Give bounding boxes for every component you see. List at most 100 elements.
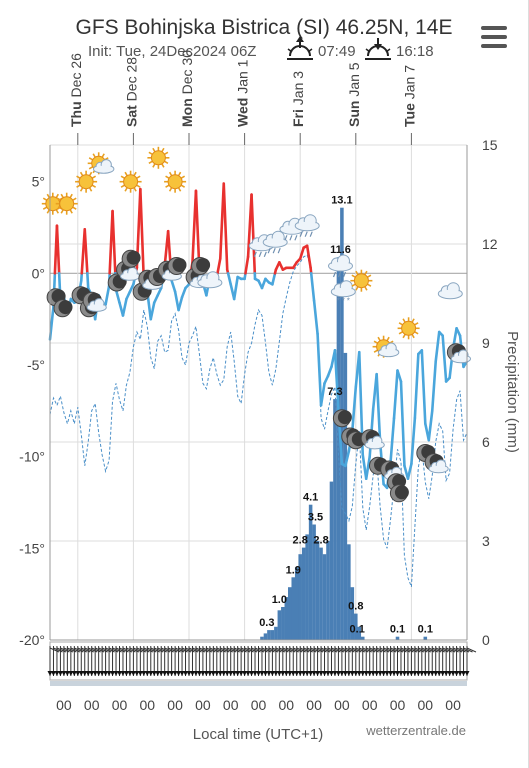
moon-icon bbox=[121, 249, 141, 268]
wind-barb-flag bbox=[435, 647, 445, 653]
wind-barb-arrow bbox=[196, 671, 202, 676]
temperature-segment bbox=[177, 295, 184, 312]
moon-icon bbox=[167, 257, 187, 275]
wind-barb-flag bbox=[105, 647, 115, 653]
wind-barb-flag bbox=[254, 647, 265, 653]
temperature-segment bbox=[128, 283, 135, 293]
wind-barb-arrow bbox=[339, 671, 345, 676]
hamburger-menu-icon[interactable] bbox=[481, 26, 507, 48]
sun-icon bbox=[397, 317, 420, 340]
wind-barb-arrow bbox=[123, 671, 129, 676]
wind-barb-arrow bbox=[322, 671, 328, 676]
wind-barb-flag bbox=[338, 647, 348, 653]
wind-barb-flag bbox=[143, 647, 154, 653]
temperature-segment bbox=[104, 284, 111, 306]
wind-barb-flag bbox=[167, 647, 178, 653]
wind-barb-flag bbox=[372, 647, 383, 653]
precip-bar bbox=[284, 597, 289, 640]
wind-barb-flag bbox=[230, 647, 240, 653]
wind-barb-arrow bbox=[183, 671, 189, 676]
wind-barb-flag bbox=[313, 647, 324, 653]
wind-barb-arrow bbox=[457, 671, 463, 676]
wind-barb-arrow bbox=[311, 671, 317, 676]
temperature-segment bbox=[83, 228, 89, 275]
cloud-icon bbox=[197, 271, 223, 289]
temperature-segment bbox=[152, 294, 160, 304]
wind-barb-flag bbox=[188, 647, 199, 653]
wind-barb-flag bbox=[237, 647, 247, 653]
wind-barb-arrow bbox=[89, 671, 95, 676]
wind-barb-arrow bbox=[422, 671, 428, 676]
wind-barb-flag bbox=[366, 647, 376, 653]
wind-barb-flag bbox=[407, 647, 418, 653]
wind-barb-arrow bbox=[256, 671, 261, 676]
wind-barb-arrow bbox=[141, 671, 147, 676]
cloud-rain-icon bbox=[328, 254, 353, 278]
wind-barb-flag bbox=[362, 647, 372, 653]
wind-barb-arrow bbox=[47, 671, 53, 676]
wind-barb-flag bbox=[53, 647, 63, 653]
temperature-segment bbox=[420, 349, 427, 425]
precip-value-label: 2.8 bbox=[293, 535, 308, 547]
wind-barb-flag bbox=[49, 647, 60, 653]
wind-barb-flag bbox=[466, 647, 477, 653]
wind-barb-arrow bbox=[280, 671, 286, 676]
wind-barb-arrow bbox=[134, 671, 140, 676]
wind-barb-arrow bbox=[137, 671, 143, 676]
wind-barb-arrow bbox=[325, 671, 331, 676]
temperature-segment bbox=[114, 288, 121, 304]
wind-barb-flag bbox=[81, 647, 91, 653]
wind-barb-arrow bbox=[176, 671, 182, 676]
temperature-segment bbox=[434, 330, 441, 363]
wind-barb-arrow bbox=[151, 671, 157, 676]
y-left-tick-label: -15° bbox=[19, 540, 45, 556]
moon-icon bbox=[332, 409, 352, 428]
wind-barb-flag bbox=[386, 647, 397, 653]
wind-barb-arrow bbox=[169, 671, 175, 676]
wind-barb-arrow bbox=[249, 671, 255, 676]
wind-barb-flag bbox=[265, 647, 275, 653]
temperature-segment bbox=[406, 462, 413, 480]
wind-barb-arrow bbox=[335, 671, 341, 676]
precip-value-label: 11.6 bbox=[330, 244, 351, 256]
precip-bar bbox=[308, 504, 313, 640]
wind-barb-flag bbox=[119, 647, 129, 653]
temperature-segment bbox=[139, 187, 145, 275]
wind-barb-flag bbox=[449, 647, 459, 653]
wind-barb-flag bbox=[115, 647, 126, 653]
wind-barb-arrow bbox=[433, 671, 439, 676]
wind-barb-flag bbox=[279, 647, 289, 653]
wind-barb-flag bbox=[247, 647, 258, 653]
wind-barb-flag bbox=[411, 647, 421, 653]
wind-barb-arrow bbox=[328, 671, 334, 676]
precip-bar bbox=[319, 547, 323, 640]
precip-value-label: 2.8 bbox=[313, 535, 328, 547]
sun-icon bbox=[164, 170, 187, 193]
wind-barb-arrow bbox=[408, 671, 414, 676]
day-label: Thu Dec 26 bbox=[68, 53, 84, 127]
wind-barb-arrow bbox=[252, 671, 258, 676]
precip-bar bbox=[312, 524, 316, 640]
wind-barb-flag bbox=[98, 647, 108, 653]
wind-barb-flag bbox=[56, 647, 67, 653]
wind-barb-flag bbox=[84, 647, 94, 653]
wind-barb-arrow bbox=[412, 671, 418, 676]
temperature-segment bbox=[86, 272, 90, 290]
wind-barb-flag bbox=[258, 647, 268, 653]
wind-barb-arrow bbox=[214, 671, 220, 676]
temperature-segment bbox=[319, 382, 326, 407]
temperature-segment bbox=[125, 290, 132, 301]
wind-barb-flag bbox=[383, 647, 393, 653]
temperature-segment bbox=[364, 455, 372, 480]
precip-bar bbox=[423, 636, 428, 640]
precip-bar bbox=[315, 541, 320, 640]
temperature-segment bbox=[344, 449, 351, 468]
wind-barb-arrow bbox=[443, 671, 449, 676]
wind-barb-flag bbox=[432, 647, 442, 653]
wind-barb-flag bbox=[185, 647, 195, 653]
dewpoint-path bbox=[49, 254, 468, 587]
precip-bar bbox=[260, 636, 264, 640]
day-label: Sun Jan 5 bbox=[346, 62, 362, 127]
wind-barb-flag bbox=[282, 647, 293, 653]
